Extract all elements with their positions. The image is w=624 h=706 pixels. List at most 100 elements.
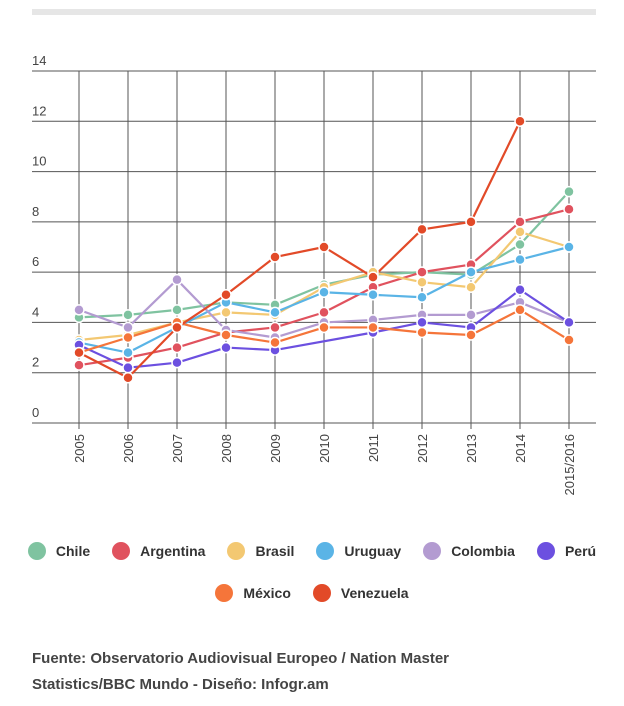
- data-point-colombia[interactable]: [171, 273, 183, 286]
- legend-item-peru[interactable]: Perú: [536, 542, 596, 560]
- data-point-mexico[interactable]: [514, 304, 526, 316]
- legend-dot-peru: [536, 542, 555, 560]
- data-point-colombia[interactable]: [122, 321, 134, 334]
- data-point-mexico[interactable]: [269, 336, 281, 349]
- legend-dot-colombia: [423, 542, 442, 560]
- y-tick-label: 12: [32, 103, 46, 118]
- x-tick-label: 2005: [72, 434, 87, 463]
- series-points: [73, 115, 575, 384]
- legend-item-brasil[interactable]: Brasil: [227, 542, 294, 560]
- y-tick-label: 2: [32, 355, 39, 370]
- legend-dot-argentina: [112, 542, 131, 560]
- data-point-venezuela[interactable]: [318, 241, 330, 253]
- x-tick-label: 2015/2016: [562, 434, 577, 495]
- data-point-colombia[interactable]: [73, 304, 85, 316]
- data-point-uruguay[interactable]: [563, 241, 575, 253]
- data-point-brasil[interactable]: [514, 226, 526, 238]
- data-point-argentina[interactable]: [318, 306, 330, 319]
- data-point-venezuela[interactable]: [171, 321, 183, 334]
- data-point-argentina[interactable]: [563, 203, 575, 216]
- data-point-venezuela[interactable]: [73, 346, 85, 359]
- data-point-venezuela[interactable]: [220, 289, 232, 301]
- data-point-mexico[interactable]: [563, 334, 575, 346]
- data-point-mexico[interactable]: [220, 329, 232, 341]
- x-tick-label: 2012: [415, 434, 430, 463]
- data-point-peru[interactable]: [416, 316, 428, 329]
- legend-label-brasil: Brasil: [255, 543, 295, 559]
- y-tick-label: 4: [32, 304, 39, 319]
- y-tick-label: 0: [32, 405, 39, 420]
- data-point-venezuela[interactable]: [465, 216, 477, 228]
- data-point-argentina[interactable]: [514, 216, 526, 228]
- data-point-uruguay[interactable]: [122, 346, 134, 359]
- x-tick-label: 2009: [268, 434, 283, 463]
- data-point-venezuela[interactable]: [514, 115, 526, 128]
- source-line-2: Statistics/BBC Mundo - Diseño: Infogr.am: [32, 676, 329, 693]
- x-axis-ticks: 2005 2006 2007 2008 2009 2010 2011 2012 2013 2014…: [72, 434, 577, 495]
- data-point-argentina[interactable]: [73, 359, 85, 371]
- x-tick-label: 2010: [317, 434, 332, 463]
- legend-label-chile: Chile: [55, 543, 91, 559]
- series-line-peru: [78, 288, 570, 369]
- legend-item-argentina[interactable]: Argentina: [112, 542, 205, 560]
- data-point-venezuela[interactable]: [269, 251, 281, 263]
- legend-item-uruguay[interactable]: Uruguay: [316, 542, 401, 560]
- data-point-venezuela[interactable]: [122, 371, 134, 384]
- x-tick-label: 2013: [464, 434, 479, 463]
- legend-dot-uruguay: [316, 542, 335, 560]
- source-line-1: Fuente: Observatorio Audiovisual Europeo…: [32, 650, 450, 667]
- y-tick-label: 6: [32, 254, 39, 269]
- legend-dot-brasil: [227, 542, 246, 560]
- legend-row-2: México Venezuela: [0, 584, 624, 602]
- data-point-peru[interactable]: [220, 341, 232, 354]
- line-chart: 0 2 4 6 8 10 12 14 2005 2006 2007 2008 2009 2010 2011…: [32, 53, 596, 495]
- y-tick-label: 14: [32, 53, 46, 68]
- legend-dot-venezuela: [312, 584, 331, 602]
- data-point-chile[interactable]: [171, 304, 183, 316]
- data-point-chile[interactable]: [122, 309, 134, 321]
- data-point-argentina[interactable]: [171, 341, 183, 354]
- legend-label-uruguay: Uruguay: [344, 543, 402, 559]
- data-point-mexico[interactable]: [416, 326, 428, 339]
- data-point-venezuela[interactable]: [367, 271, 379, 283]
- series-line-venezuela: [78, 120, 521, 379]
- y-axis-ticks: 0 2 4 6 8 10 12 14: [32, 53, 46, 420]
- data-point-uruguay[interactable]: [367, 289, 379, 301]
- data-point-brasil[interactable]: [465, 281, 477, 293]
- data-point-uruguay[interactable]: [269, 306, 281, 319]
- data-point-brasil[interactable]: [416, 276, 428, 288]
- data-point-mexico[interactable]: [318, 321, 330, 334]
- legend-item-colombia[interactable]: Colombia: [423, 542, 515, 560]
- data-point-mexico[interactable]: [465, 329, 477, 341]
- data-point-uruguay[interactable]: [465, 266, 477, 278]
- data-point-peru[interactable]: [122, 361, 134, 374]
- data-point-peru[interactable]: [171, 356, 183, 369]
- data-point-chile[interactable]: [563, 185, 575, 198]
- y-tick-label: 8: [32, 204, 39, 219]
- legend-dot-chile: [27, 542, 46, 560]
- data-point-peru[interactable]: [563, 316, 575, 329]
- legend-label-mexico: México: [243, 585, 291, 601]
- data-point-uruguay[interactable]: [318, 286, 330, 299]
- data-point-brasil[interactable]: [220, 306, 232, 319]
- data-point-uruguay[interactable]: [514, 253, 526, 266]
- x-tick-label: 2011: [366, 434, 381, 462]
- legend-label-colombia: Colombia: [451, 543, 515, 559]
- legend-item-chile[interactable]: Chile: [27, 542, 91, 560]
- x-tick-label: 2007: [170, 434, 185, 463]
- x-tick-label: 2014: [513, 434, 528, 463]
- legend-label-venezuela: Venezuela: [340, 585, 409, 601]
- top-divider: [32, 9, 596, 15]
- legend-item-mexico[interactable]: México: [215, 584, 291, 602]
- legend-item-venezuela[interactable]: Venezuela: [312, 584, 409, 602]
- data-point-peru[interactable]: [514, 283, 526, 296]
- data-point-colombia[interactable]: [465, 309, 477, 321]
- data-point-mexico[interactable]: [367, 321, 379, 334]
- legend-row-1: Chile Argentina Brasil Uruguay Colombia …: [0, 542, 624, 560]
- data-point-uruguay[interactable]: [416, 291, 428, 304]
- data-point-venezuela[interactable]: [416, 223, 428, 236]
- data-point-argentina[interactable]: [416, 266, 428, 278]
- data-point-mexico[interactable]: [122, 331, 134, 344]
- data-point-argentina[interactable]: [269, 321, 281, 334]
- data-point-chile[interactable]: [514, 238, 526, 251]
